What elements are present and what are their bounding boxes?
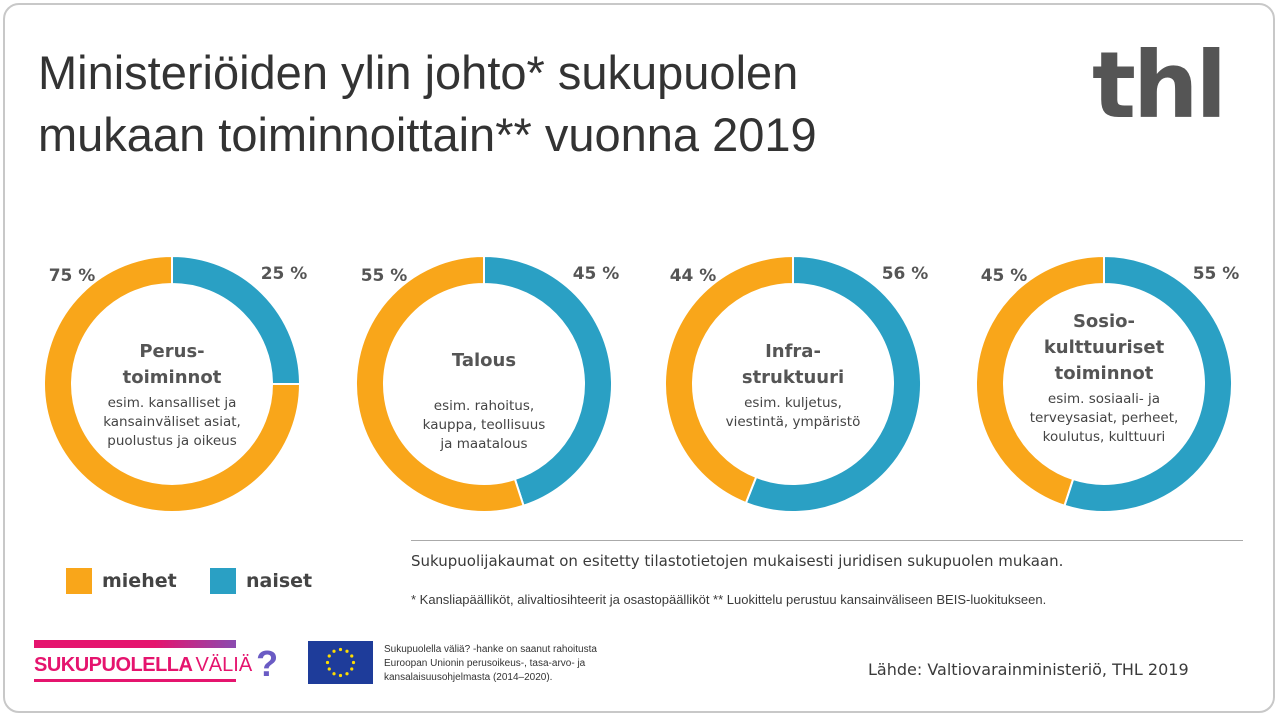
chart-description: esim. kuljetus,	[744, 395, 842, 411]
legend-label: naiset	[246, 570, 313, 592]
star-icon	[350, 667, 354, 671]
note-gender: Sukupuolijakaumat on esitetty tilastotie…	[411, 552, 1064, 570]
legend-miehet: miehet	[66, 568, 177, 594]
chart-title: kulttuuriset	[1044, 337, 1165, 358]
legend-label: miehet	[102, 570, 177, 592]
value-label-miehet: 45 %	[981, 266, 1028, 286]
star-icon	[327, 667, 331, 671]
value-label-naiset: 55 %	[1193, 264, 1240, 284]
chart-description: kauppa, teollisuus	[423, 417, 546, 433]
source: Lähde: Valtiovarainministeriö, THL 2019	[868, 660, 1189, 679]
star-icon	[325, 660, 330, 665]
value-label-miehet: 55 %	[361, 266, 408, 286]
chart-title: toiminnot	[1055, 363, 1154, 384]
value-label-naiset: 45 %	[573, 264, 620, 284]
donut-segment-miehet	[664, 254, 794, 505]
star-icon	[332, 649, 336, 653]
chart-title: Sosio-	[1073, 311, 1135, 332]
donut-segment-naiset	[483, 254, 613, 507]
divider	[411, 540, 1243, 541]
chart-title: struktuuri	[742, 367, 844, 388]
eu-funding-text: Sukupuolella väliä? -hanke on saanut rah…	[384, 644, 597, 683]
value-label-miehet: 44 %	[670, 266, 717, 286]
star-icon	[327, 654, 331, 658]
donut-segment-miehet	[355, 254, 525, 513]
eu-flag-icon	[308, 641, 373, 684]
chart-title: Perus-	[139, 341, 204, 362]
star-icon	[345, 649, 349, 653]
legend-swatch-naiset	[210, 568, 236, 594]
star-icon	[338, 647, 343, 652]
chart-description: esim. kansalliset ja	[108, 395, 237, 411]
value-label-naiset: 25 %	[261, 264, 308, 284]
value-label-miehet: 75 %	[49, 266, 96, 286]
sukupuolella-valia-logo: SUKUPUOLELLA VÄLIÄ ?	[34, 640, 278, 682]
star-icon	[350, 654, 354, 658]
donut-segment-naiset	[1063, 254, 1233, 513]
footnotes: * Kansliapäälliköt, alivaltiosihteerit j…	[411, 592, 1047, 607]
chart-description: esim. sosiaali- ja	[1048, 391, 1160, 407]
star-icon	[351, 660, 356, 665]
star-icon	[345, 672, 349, 676]
chart-title: toiminnot	[123, 367, 222, 388]
legend-naiset: naiset	[210, 568, 312, 594]
donut-segment-naiset	[744, 254, 922, 513]
chart-description: kansainväliset asiat,	[103, 414, 241, 430]
chart-title: Infra-	[765, 341, 821, 362]
chart-description: esim. rahoitus,	[434, 398, 534, 414]
star-icon	[332, 672, 336, 676]
donut-segment-miehet	[975, 254, 1105, 507]
donut-segment-miehet	[43, 254, 302, 513]
logo-text-light: VÄLIÄ	[195, 654, 253, 676]
logo-text-bold: SUKUPUOLELLA	[34, 654, 193, 676]
logo-question-mark: ?	[256, 643, 279, 684]
chart-description: koulutus, kulttuuri	[1043, 429, 1166, 445]
chart-title: Talous	[452, 350, 516, 371]
chart-description: ja maatalous	[439, 436, 527, 452]
star-icon	[338, 673, 343, 678]
page-title: Ministeriöiden ylin johto* sukupuolen muk…	[38, 46, 817, 161]
value-label-naiset: 56 %	[882, 264, 929, 284]
slide-frame	[3, 3, 1275, 713]
chart-description: terveysasiat, perheet,	[1030, 410, 1179, 426]
chart-description: viestintä, ympäristö	[726, 414, 861, 430]
chart-description: puolustus ja oikeus	[107, 433, 236, 449]
thl-logo: thl	[1092, 32, 1227, 139]
legend-swatch-miehet	[66, 568, 92, 594]
